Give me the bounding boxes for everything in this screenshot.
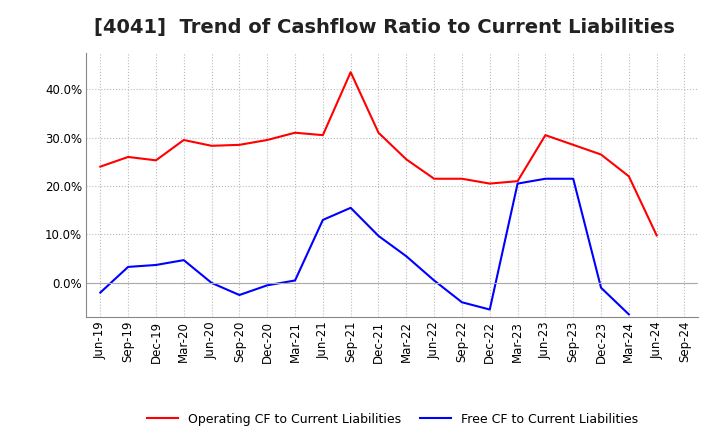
Operating CF to Current Liabilities — [318, 132, 327, 138]
Operating CF to Current Liabilities — [235, 142, 243, 147]
Free CF to Current Liabilities — [291, 278, 300, 283]
Operating CF to Current Liabilities — [346, 70, 355, 75]
Free CF to Current Liabilities — [124, 264, 132, 270]
Operating CF to Current Liabilities — [96, 164, 104, 169]
Operating CF to Current Liabilities — [430, 176, 438, 181]
Free CF to Current Liabilities — [235, 292, 243, 297]
Operating CF to Current Liabilities — [152, 158, 161, 163]
Free CF to Current Liabilities — [458, 300, 467, 305]
Operating CF to Current Liabilities — [179, 137, 188, 143]
Free CF to Current Liabilities — [597, 285, 606, 290]
Line: Free CF to Current Liabilities: Free CF to Current Liabilities — [100, 179, 629, 314]
Free CF to Current Liabilities — [318, 217, 327, 223]
Free CF to Current Liabilities — [263, 282, 271, 288]
Free CF to Current Liabilities — [207, 280, 216, 286]
Free CF to Current Liabilities — [485, 307, 494, 312]
Free CF to Current Liabilities — [541, 176, 550, 181]
Operating CF to Current Liabilities — [513, 179, 522, 184]
Text: [4041]  Trend of Cashflow Ratio to Current Liabilities: [4041] Trend of Cashflow Ratio to Curren… — [94, 18, 675, 37]
Operating CF to Current Liabilities — [263, 137, 271, 143]
Operating CF to Current Liabilities — [624, 174, 633, 179]
Free CF to Current Liabilities — [624, 312, 633, 317]
Legend: Operating CF to Current Liabilities, Free CF to Current Liabilities: Operating CF to Current Liabilities, Fre… — [142, 407, 643, 430]
Operating CF to Current Liabilities — [652, 233, 661, 238]
Operating CF to Current Liabilities — [124, 154, 132, 160]
Free CF to Current Liabilities — [152, 262, 161, 268]
Operating CF to Current Liabilities — [291, 130, 300, 136]
Free CF to Current Liabilities — [513, 181, 522, 186]
Operating CF to Current Liabilities — [374, 130, 383, 136]
Operating CF to Current Liabilities — [541, 132, 550, 138]
Operating CF to Current Liabilities — [597, 152, 606, 157]
Free CF to Current Liabilities — [569, 176, 577, 181]
Free CF to Current Liabilities — [430, 278, 438, 283]
Operating CF to Current Liabilities — [569, 142, 577, 147]
Free CF to Current Liabilities — [402, 253, 410, 259]
Free CF to Current Liabilities — [346, 205, 355, 210]
Line: Operating CF to Current Liabilities: Operating CF to Current Liabilities — [100, 72, 657, 235]
Free CF to Current Liabilities — [374, 233, 383, 238]
Operating CF to Current Liabilities — [458, 176, 467, 181]
Operating CF to Current Liabilities — [485, 181, 494, 186]
Operating CF to Current Liabilities — [207, 143, 216, 148]
Free CF to Current Liabilities — [96, 290, 104, 295]
Operating CF to Current Liabilities — [402, 157, 410, 162]
Free CF to Current Liabilities — [179, 257, 188, 263]
